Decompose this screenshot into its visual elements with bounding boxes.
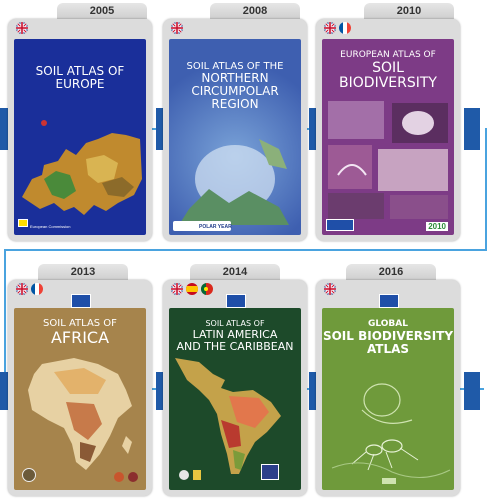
arctic-map-image — [179, 139, 289, 225]
year-label: 2016 — [346, 264, 436, 280]
timeline-marker — [0, 372, 8, 410]
timeline-connector-middle — [4, 249, 487, 251]
year-label: 2014 — [190, 264, 280, 280]
year-label: 2010 — [364, 3, 454, 19]
book-cover: SOIL ATLAS OF THE NORTHERN CIRCUMPOLAR R… — [169, 39, 301, 235]
uk-flag-icon — [171, 283, 183, 295]
book-card-latin-america[interactable]: SOIL ATLAS OF LATIN AMERICA AND THE CARI… — [163, 280, 307, 496]
book-title-line: EUROPE — [55, 77, 105, 92]
year-label: 2013 — [38, 264, 128, 280]
book-title-line: NORTHERN — [201, 71, 269, 85]
book-title-line: ATLAS — [366, 342, 410, 357]
timeline-connector-right-vertical — [485, 128, 487, 250]
timeline-marker — [464, 108, 480, 150]
book-cover: SOIL ATLAS OF EUROPE European Commission — [14, 39, 146, 235]
book-title-line: SOIL ATLAS OF — [43, 318, 117, 329]
partner-logos — [173, 221, 231, 231]
partner-logo — [261, 464, 279, 480]
year-label: 2008 — [210, 3, 300, 19]
book-title-line: AND THE CARIBBEAN — [176, 339, 294, 353]
uk-flag-icon — [16, 283, 28, 295]
timeline-marker — [464, 372, 480, 410]
es-flag-icon — [186, 283, 198, 295]
fr-flag-icon — [339, 22, 351, 34]
partner-logo — [128, 472, 138, 482]
africa-map-image — [28, 358, 132, 470]
book-cover: SOIL ATLAS OF AFRICA — [14, 308, 146, 490]
europe-map-image — [22, 120, 142, 215]
book-title-line: AFRICA — [50, 328, 110, 347]
book-card-soil-atlas-africa[interactable]: SOIL ATLAS OF AFRICA — [8, 280, 152, 496]
fao-logo — [22, 468, 36, 482]
partner-logo — [193, 470, 201, 480]
ant-illustration — [331, 383, 451, 478]
timeline-marker — [156, 372, 166, 410]
uk-flag-icon — [16, 22, 28, 34]
book-card-soil-atlas-europe[interactable]: SOIL ATLAS OF EUROPE European Commission — [8, 19, 152, 241]
timeline-marker — [309, 108, 319, 150]
pt-flag-icon — [201, 283, 213, 295]
timeline-marker — [0, 108, 8, 150]
partner-logo — [382, 478, 396, 484]
book-title-line: SOIL ATLAS OF — [205, 319, 265, 328]
book-cover: EUROPEAN ATLAS OF SOIL BIODIVERSITY 2010 — [322, 39, 454, 235]
timeline-connector-left-vertical — [4, 249, 6, 389]
book-title-line: REGION — [211, 97, 259, 112]
book-title-line: SOIL BIODIVERSITY — [322, 328, 454, 343]
book-title-line: CIRCUMPOLAR — [191, 84, 279, 99]
book-title-line: SOIL ATLAS OF — [35, 64, 125, 78]
uk-flag-icon — [324, 22, 336, 34]
book-title-line: BIODIVERSITY — [339, 75, 437, 92]
uk-flag-icon — [171, 22, 183, 34]
fr-flag-icon — [31, 283, 43, 295]
year-2010-logo: 2010 — [426, 222, 448, 231]
timeline-marker — [309, 372, 319, 410]
book-card-global-soil-biodiversity[interactable]: GLOBAL SOIL BIODIVERSITY ATLAS — [316, 280, 460, 496]
partner-logo — [114, 472, 124, 482]
year-label: 2005 — [57, 3, 147, 19]
book-title-line: SOIL — [372, 59, 404, 76]
book-card-soil-biodiversity[interactable]: EUROPEAN ATLAS OF SOIL BIODIVERSITY 2010 — [316, 19, 460, 241]
book-cover: SOIL ATLAS OF LATIN AMERICA AND THE CARI… — [169, 308, 301, 490]
eu-logo-icon — [226, 294, 246, 308]
soil-organisms-collage — [328, 101, 448, 219]
book-title-line: EUROPEAN ATLAS OF — [340, 50, 436, 60]
eu-logo-icon — [379, 294, 399, 308]
book-title-line: GLOBAL — [367, 319, 408, 329]
book-cover: GLOBAL SOIL BIODIVERSITY ATLAS — [322, 308, 454, 490]
latin-america-map-image — [175, 358, 281, 474]
jrc-logo — [326, 219, 354, 231]
fao-logo — [179, 470, 189, 480]
publisher-label: European Commission — [30, 224, 71, 229]
polar-year-label: POLAR YEAR — [199, 224, 232, 230]
book-title-line: LATIN AMERICA — [192, 327, 278, 341]
book-title-line: SOIL ATLAS OF THE — [186, 61, 284, 72]
eu-logo-icon — [71, 294, 91, 308]
book-card-circumpolar[interactable]: SOIL ATLAS OF THE NORTHERN CIRCUMPOLAR R… — [163, 19, 307, 241]
uk-flag-icon — [324, 283, 336, 295]
eu-flag-icon — [18, 219, 28, 227]
timeline-marker — [156, 108, 166, 150]
